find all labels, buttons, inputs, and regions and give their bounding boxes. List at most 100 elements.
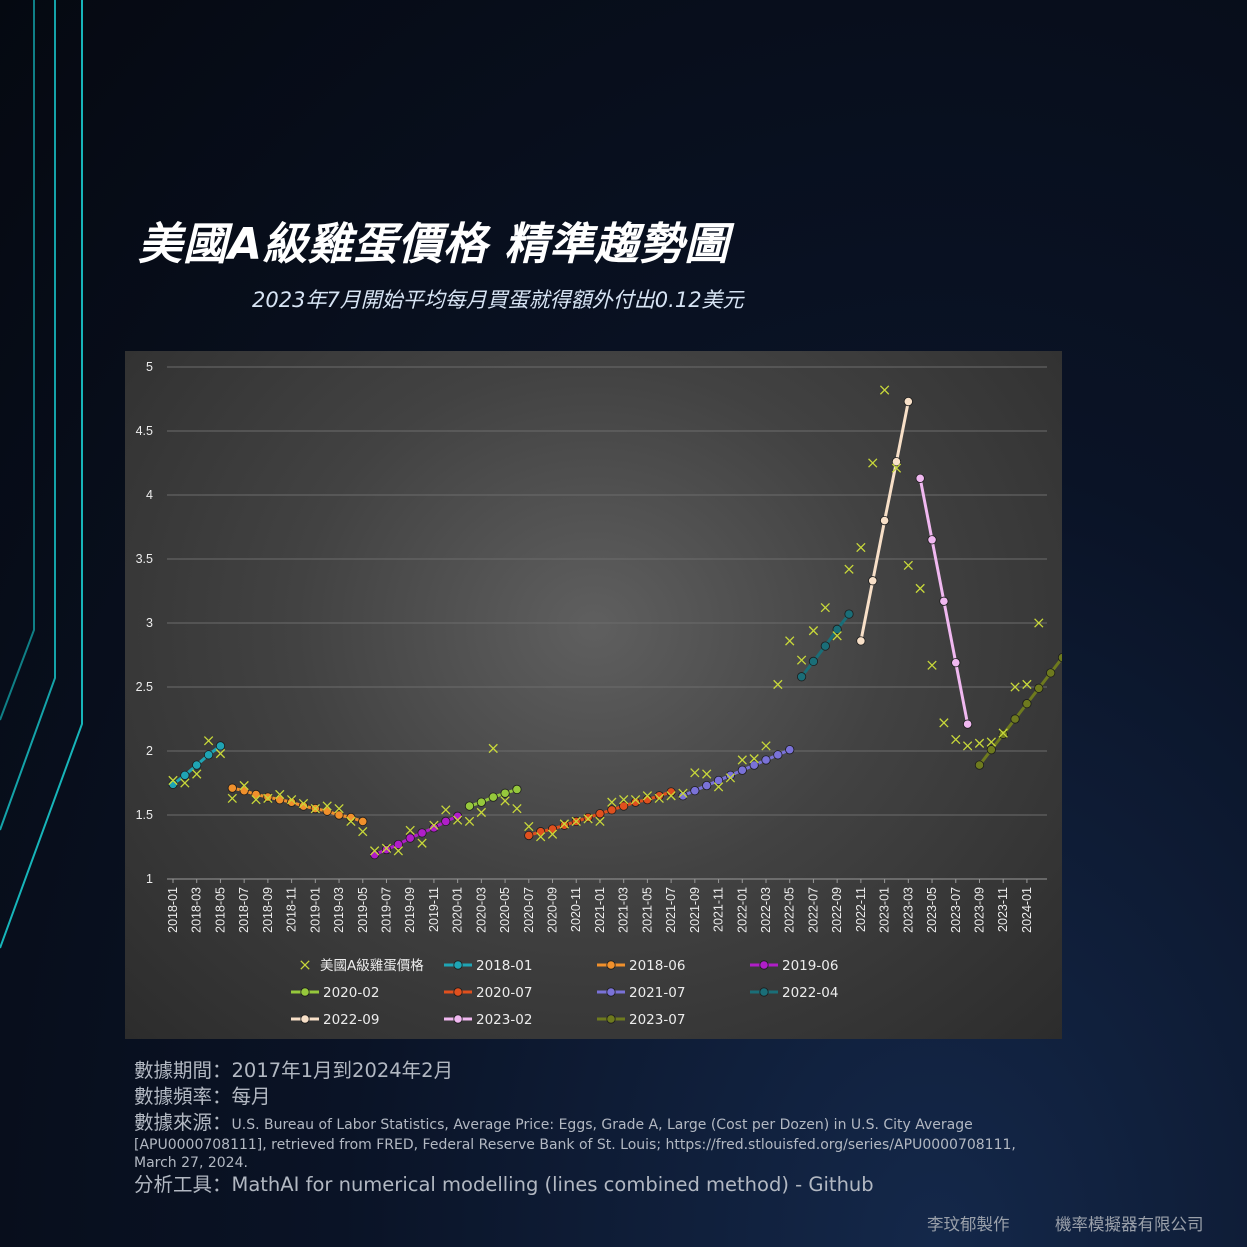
series-point-2020-07 [559,820,569,830]
x-tick-label: 2023-11 [996,887,1010,932]
actual-price-marker [239,780,249,791]
x-tick-label: 2022-11 [854,887,868,932]
series-point-2018-06 [358,816,368,826]
x-tick-label: 2022-07 [806,887,820,933]
note-source-value-1: U.S. Bureau of Labor Statistics, Average… [231,1117,973,1133]
actual-price-marker [820,602,830,613]
x-tick-label: 2020-07 [522,887,536,933]
actual-price-marker [251,794,261,805]
legend-label: 2020-02 [323,985,379,1001]
x-tick-label: 2022-05 [783,887,797,933]
x-tick-label: 2021-03 [617,887,631,933]
series-point-2018-06 [275,795,285,805]
series-point-2023-07 [986,745,996,755]
actual-price-marker [180,778,190,788]
legend-dot-2018-06 [606,960,616,970]
series-point-2018-06 [227,783,237,793]
series-point-2020-02 [476,797,486,807]
actual-price-marker [488,743,498,754]
legend-dot-2020-07 [453,987,463,997]
x-tick-label: 2018-09 [261,887,275,933]
legend-label: 2018-01 [476,958,532,974]
note-frequency: 數據頻率：每月 [134,1084,1224,1110]
note-frequency-label: 數據頻率： [134,1085,232,1108]
actual-price-marker [974,738,985,748]
page-title: 美國A級雞蛋價格 精準趨勢圖 [138,219,730,270]
series-point-2019-06 [417,828,427,838]
actual-price-marker [773,679,783,690]
series-point-2023-02 [915,473,925,483]
legend-label: 2023-07 [629,1012,685,1028]
page-subtitle: 2023年7月開始平均每月買蛋就得額外付出0.12美元 [252,288,744,312]
x-tick-label: 2021-11 [712,887,726,932]
series-point-2022-09 [868,576,878,586]
actual-price-marker [713,782,724,792]
x-tick-label: 2019-05 [356,887,370,933]
actual-price-marker [417,838,427,848]
note-source-value-2: [APU0000708111], retrieved from FRED, Fe… [134,1137,1016,1153]
deco-line-1 [0,0,35,721]
actual-price-marker [429,820,439,830]
series-point-2019-06 [393,839,403,850]
y-tick-label: 1 [146,872,153,886]
actual-price-marker [761,741,771,751]
price-trend-chart: 1 1.5 2 2.5 3 3.5 4 4.5 5 2018-01 2018-03 2018-05 20… [136,360,1062,1028]
actual-price-marker [346,816,356,827]
series-point-2018-01 [192,760,202,770]
actual-price-marker [785,636,795,646]
y-tick-label: 2.5 [136,680,153,694]
y-tick-label: 4.5 [136,424,153,438]
series-point-2020-07 [547,824,558,834]
legend-label: 2018-06 [629,958,685,974]
x-tick-label: 2021-05 [640,887,654,933]
x-tick-label: 2018-11 [285,887,299,932]
series-point-2022-04 [832,624,842,634]
actual-price-marker [500,796,510,806]
x-tick-label: 2018-07 [237,887,251,933]
series-point-2023-02 [963,719,973,729]
series-point-2019-06 [441,816,451,826]
x-tick-label: 2018-05 [213,887,227,933]
actual-price-marker [476,807,487,818]
series-point-2023-02 [939,596,949,606]
actual-price-marker [524,821,534,832]
x-tick-label: 2019-11 [427,887,441,932]
actual-price-marker [583,814,593,824]
series-line-2021-07 [682,748,791,798]
series-point-2020-07 [595,809,605,819]
series-point-2020-07 [630,797,641,807]
actual-price-marker [547,829,558,839]
actual-price-marker [808,626,819,636]
series-point-2021-07 [749,760,759,770]
series-point-2018-06 [298,801,309,811]
series-point-2021-07 [785,745,795,755]
series-point-2021-07 [690,786,700,796]
actual-price-marker [630,794,641,805]
series-point-2022-04 [820,641,830,651]
note-source: 數據來源：U.S. Bureau of Labor Statistics, Av… [134,1110,1224,1136]
y-tick-label: 1.5 [136,808,153,822]
actual-price-marker [1022,679,1032,690]
actual-price-marker [856,542,866,553]
legend-dot-2023-02 [453,1014,463,1024]
series-point-2023-02 [927,535,937,545]
note-tool-label: 分析工具： [134,1173,232,1196]
note-period: 數據期間：2017年1月到2024年2月 [134,1058,1224,1084]
actual-price-marker [595,816,605,827]
actual-price-marker [512,803,522,814]
actual-price-marker [951,734,961,745]
series-point-2018-06 [263,792,273,802]
actual-price-marker [286,794,297,805]
series-point-2020-07 [654,791,664,801]
series-point-2023-02 [951,658,961,668]
series-point-2018-06 [239,786,249,796]
x-tick-label: 2021-09 [688,887,702,933]
actual-price-marker [749,754,759,764]
x-tick-label: 2019-07 [379,887,393,933]
x-tick-label: 2023-01 [878,887,892,933]
deco-line-2 [0,0,56,831]
legend-dot-2019-06 [759,960,769,970]
series-point-2021-07 [773,750,783,760]
actual-price-marker [737,755,747,765]
y-tick-label: 2 [146,744,153,758]
